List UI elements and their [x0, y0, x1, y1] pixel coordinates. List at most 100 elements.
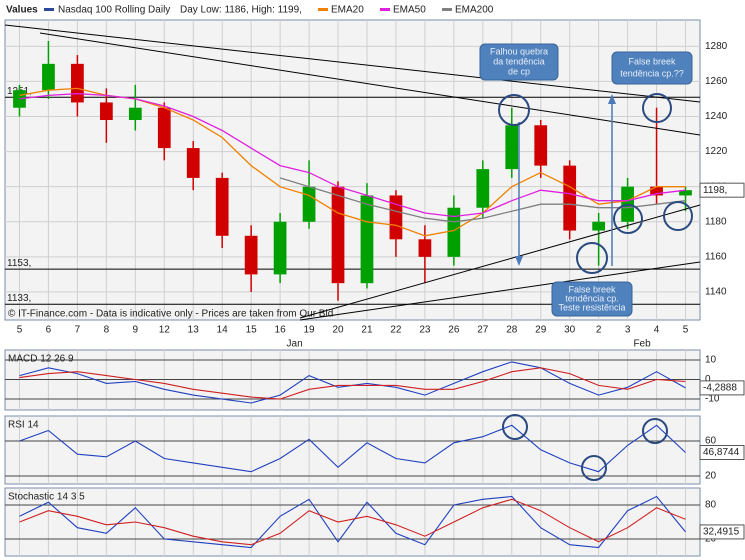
legend-label: EMA200	[455, 5, 494, 16]
trend-line	[39, 32, 701, 136]
candle-body	[360, 195, 374, 284]
x-tick-label: 4	[654, 325, 660, 336]
candle-body	[302, 186, 316, 222]
x-tick-label: 16	[275, 325, 287, 336]
series-line	[19, 424, 686, 473]
y-tick-label: 1260	[705, 76, 728, 87]
subtitle: Day Low: 1186, High: 1199,	[180, 5, 302, 16]
annotation-text: Falhou quebra	[490, 46, 548, 56]
y-tick-label: 1180	[705, 216, 727, 227]
x-tick-label: 21	[361, 325, 373, 336]
candle-body	[447, 207, 461, 257]
annotation-text: de cp	[508, 66, 530, 76]
x-tick-label: 15	[246, 325, 258, 336]
candle-body	[157, 107, 171, 149]
series-line	[19, 498, 686, 546]
trend-line	[4, 24, 701, 103]
y-tick-label: 60	[705, 436, 717, 447]
level-label: 1153,	[7, 258, 31, 269]
last-value-box	[699, 524, 745, 540]
x-tick-label: 2	[596, 325, 602, 336]
last-value-label: -4,2888	[703, 383, 737, 394]
y-tick-label: 80	[705, 500, 717, 511]
annotation-text: da tendência	[493, 56, 545, 66]
last-value-label: 1198,	[703, 185, 727, 196]
arrow-head	[608, 94, 616, 104]
x-tick-label: 22	[390, 325, 402, 336]
last-value-label: 32,4915	[703, 527, 740, 538]
panel-title: MACD 12 26 9	[8, 354, 74, 365]
y-axis-label: Values	[6, 5, 38, 16]
highlight-circle	[502, 414, 528, 440]
x-tick-label: 9	[133, 325, 139, 336]
annotation-text: Teste resistência	[558, 302, 625, 312]
candle-body	[71, 63, 84, 103]
candle-body	[331, 186, 345, 284]
candle-body	[679, 190, 692, 196]
series-line	[19, 495, 686, 549]
trend-line	[299, 204, 701, 319]
last-value-box	[699, 182, 745, 198]
annotation-box	[611, 51, 693, 85]
legend-swatch	[44, 8, 54, 11]
highlight-circle	[613, 204, 643, 234]
x-tick-label: 14	[217, 325, 229, 336]
annotations: Falhou quebra da tendência de cp False b…	[4, 24, 701, 481]
last-value-label: 46,8744	[703, 447, 740, 458]
legend-label: Nasdaq 100 Rolling Daily	[58, 5, 170, 16]
legend-swatch	[380, 8, 390, 11]
candle-body	[99, 102, 113, 120]
highlight-circle	[663, 201, 693, 231]
highlight-circle	[581, 455, 607, 481]
y-tick-label: 1280	[705, 41, 728, 52]
y-tick-label: 10	[705, 355, 717, 366]
candle-body	[592, 221, 606, 231]
x-tick-label: 12	[159, 325, 171, 336]
candle-body	[128, 107, 142, 120]
candle-body	[505, 125, 519, 170]
panel-title: RSI 14	[8, 420, 39, 431]
y-tick-label: 20	[705, 471, 717, 482]
annotation-box	[479, 43, 559, 81]
x-tick-label: 29	[535, 325, 547, 336]
x-tick-label: 28	[506, 325, 518, 336]
x-tick-label: 5	[683, 325, 689, 336]
overlay-line	[19, 93, 686, 218]
x-tick-label: 3	[625, 325, 631, 336]
x-tick-label: 23	[419, 325, 431, 336]
overlay-line	[279, 177, 686, 223]
x-tick-label: 8	[104, 325, 110, 336]
candle-body	[534, 125, 548, 166]
y-tick-label: 1220	[705, 146, 728, 157]
legend-swatch	[318, 8, 328, 11]
month-label: Feb	[633, 339, 651, 350]
series-line	[19, 367, 686, 400]
last-value-box	[699, 445, 745, 461]
y-tick-label: 1160	[705, 251, 727, 262]
candle-body	[650, 186, 663, 196]
panel-title: Stochastic 14 3 5	[8, 492, 85, 503]
y-tick-label: -10	[705, 394, 720, 405]
annotation-text: tendência cp.??	[620, 68, 684, 78]
highlight-circle	[576, 242, 608, 274]
x-tick-label: 7	[75, 325, 81, 336]
highlight-circle	[642, 93, 672, 123]
legend-label: EMA50	[393, 5, 426, 16]
x-tick-label: 13	[188, 325, 200, 336]
legend-label: EMA20	[331, 5, 364, 16]
x-tick-label: 19	[304, 325, 316, 336]
x-tick-label: 27	[477, 325, 489, 336]
annotation-text: tendência cp.	[565, 293, 619, 303]
month-label: Jan	[287, 339, 303, 350]
x-tick-label: 6	[46, 325, 52, 336]
candle-body	[418, 239, 432, 257]
highlight-circle	[498, 94, 530, 126]
arrow-head	[515, 256, 523, 266]
candle-body	[273, 221, 287, 275]
candle-body	[186, 148, 200, 178]
y-tick-label: 1140	[705, 287, 727, 298]
candle-body	[389, 195, 403, 240]
highlight-circle	[642, 418, 668, 444]
